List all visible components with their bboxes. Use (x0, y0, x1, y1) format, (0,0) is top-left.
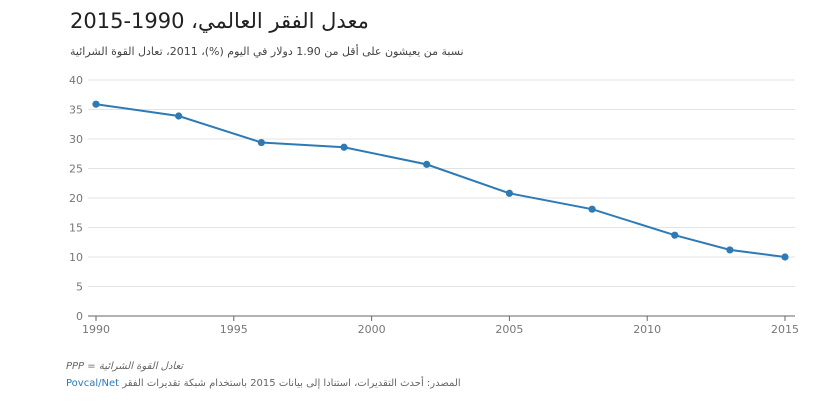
y-tick-label: 35 (69, 104, 83, 117)
y-tick-label: 10 (69, 251, 83, 264)
source-label: المصدر: أحدث التقديرات، استنادا إلى بيان… (122, 378, 461, 389)
y-tick-label: 15 (69, 222, 83, 235)
chart-note: تعادل القوة الشرائية = PPP (66, 361, 184, 372)
y-tick-label: 20 (69, 192, 83, 205)
data-point (781, 253, 789, 261)
x-tick-label: 2010 (633, 323, 661, 336)
chart-subtitle: نسبة من يعيشون على أقل من 1.90 دولار في … (70, 45, 464, 58)
x-tick-label: 2000 (358, 323, 386, 336)
data-point (423, 160, 431, 168)
data-point (92, 100, 100, 108)
y-tick-label: 25 (69, 163, 83, 176)
y-tick-label: 30 (69, 133, 83, 146)
x-tick-label: 2005 (495, 323, 523, 336)
data-point (588, 205, 596, 213)
data-point (671, 231, 679, 239)
x-tick-label: 1995 (220, 323, 248, 336)
chart-source: المصدر: أحدث التقديرات، استنادا إلى بيان… (66, 378, 461, 389)
data-point (175, 112, 183, 120)
y-tick-label: 40 (69, 74, 83, 87)
x-tick-label: 2015 (771, 323, 799, 336)
source-link[interactable]: Povcal/Net (66, 378, 120, 389)
series-line (95, 103, 786, 258)
data-point (257, 138, 265, 147)
y-tick-label: 0 (76, 310, 83, 323)
data-point (340, 143, 348, 151)
y-tick-label: 5 (76, 281, 83, 294)
chart-title: معدل الفقر العالمي، 1990-2015 (70, 9, 369, 33)
data-point (726, 246, 734, 254)
x-tick-label: 1990 (82, 323, 110, 336)
data-point (505, 189, 513, 197)
